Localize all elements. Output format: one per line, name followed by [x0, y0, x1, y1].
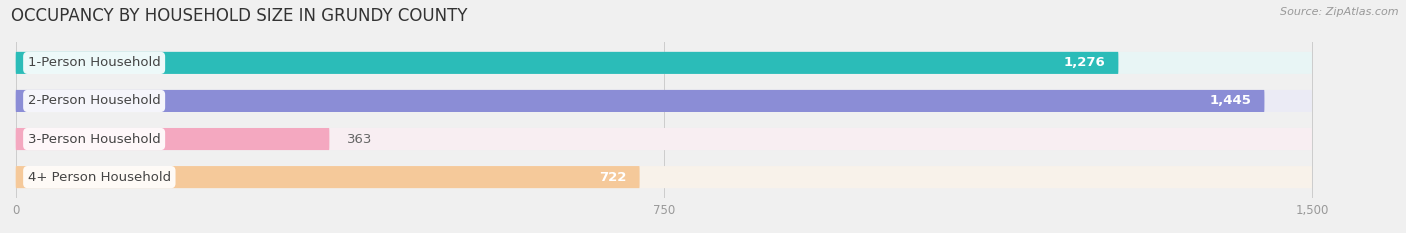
Text: 4+ Person Household: 4+ Person Household	[28, 171, 172, 184]
Text: 2-Person Household: 2-Person Household	[28, 94, 160, 107]
Text: 1,276: 1,276	[1064, 56, 1105, 69]
Text: 3-Person Household: 3-Person Household	[28, 133, 160, 146]
FancyBboxPatch shape	[15, 90, 1312, 112]
FancyBboxPatch shape	[15, 166, 640, 188]
FancyBboxPatch shape	[15, 128, 1312, 150]
Text: Source: ZipAtlas.com: Source: ZipAtlas.com	[1281, 7, 1399, 17]
FancyBboxPatch shape	[15, 90, 1264, 112]
Text: 1-Person Household: 1-Person Household	[28, 56, 160, 69]
Text: 1,445: 1,445	[1209, 94, 1251, 107]
FancyBboxPatch shape	[15, 52, 1118, 74]
Text: OCCUPANCY BY HOUSEHOLD SIZE IN GRUNDY COUNTY: OCCUPANCY BY HOUSEHOLD SIZE IN GRUNDY CO…	[11, 7, 468, 25]
Text: 722: 722	[599, 171, 627, 184]
Text: 363: 363	[347, 133, 373, 146]
FancyBboxPatch shape	[15, 52, 1312, 74]
FancyBboxPatch shape	[15, 128, 329, 150]
FancyBboxPatch shape	[15, 166, 1312, 188]
